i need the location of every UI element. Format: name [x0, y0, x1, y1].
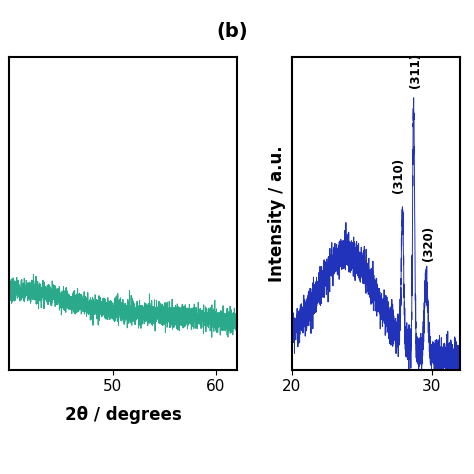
Text: (310): (310) [392, 158, 405, 193]
X-axis label: 2θ / degrees: 2θ / degrees [64, 406, 182, 424]
Text: (b): (b) [216, 22, 248, 41]
Y-axis label: Intensity / a.u.: Intensity / a.u. [268, 145, 286, 282]
Text: (320): (320) [422, 226, 435, 261]
Text: (311): (311) [409, 53, 421, 88]
